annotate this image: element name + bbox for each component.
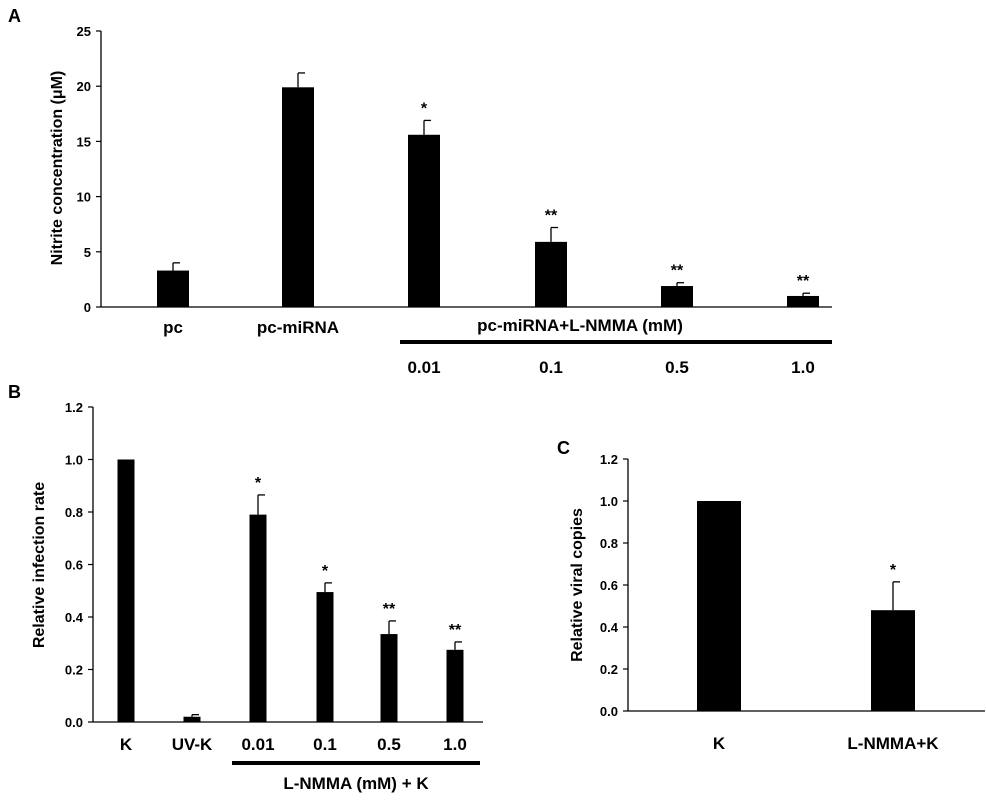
panel-b-y-tick-label: 0.4 [65, 610, 84, 625]
panel-a-bar [535, 241, 567, 307]
panel-b-y-tick-label: 0.8 [65, 505, 83, 520]
panel-a-group-label: pc-miRNA+L-NMMA (mM) [477, 316, 683, 335]
panel-a-group-bracket [400, 340, 832, 344]
panel-a-y-tick-label: 10 [77, 190, 91, 205]
panel-b-category-label: K [120, 735, 133, 754]
panel-b-category-label: 0.5 [377, 735, 401, 754]
panel-a-category-label: pc-miRNA [257, 318, 339, 337]
panel-a-letter: A [8, 6, 21, 26]
panel-b-letter: B [8, 382, 21, 402]
panel-a-significance-mark: ** [545, 208, 558, 225]
panel-c-y-axis-label: Relative viral copies [569, 508, 586, 662]
panel-a-category-label: 0.01 [407, 358, 440, 377]
panel-a-bar [408, 134, 440, 307]
panel-b-significance-mark: ** [449, 622, 462, 639]
panel-c-y-tick-label: 0.6 [600, 578, 618, 593]
panel-a-y-tick-label: 25 [77, 24, 91, 39]
panel-a-category-label: 0.1 [539, 358, 563, 377]
panel-c-bar [697, 501, 741, 711]
panel-b-category-label: UV-K [172, 735, 213, 754]
panel-c-significance-mark: * [890, 562, 897, 579]
panel-b-bar [316, 592, 334, 722]
panel-a-bar [282, 87, 314, 307]
panel-a-significance-mark: * [421, 100, 428, 117]
panel-b-bar [183, 716, 201, 722]
panel-a-significance-mark: ** [671, 263, 684, 280]
panel-b-significance-mark: * [255, 475, 262, 492]
panel-c-bar [871, 610, 915, 711]
panel-b-category-label: 0.1 [313, 735, 337, 754]
panel-b-bar [446, 649, 464, 722]
panel-a-y-tick-label: 20 [77, 79, 91, 94]
panel-b-y-axis-label: Relative infection rate [31, 482, 48, 648]
panel-b-y-tick-label: 0.0 [65, 715, 83, 730]
panel-a-category-label: 0.5 [665, 358, 689, 377]
panel-c-category-label: K [713, 734, 726, 753]
panel-a-category-label: pc [163, 318, 183, 337]
panel-b-bar [117, 459, 135, 722]
panel-b-y-tick-label: 1.2 [65, 400, 83, 415]
panel-b-bar [249, 514, 267, 722]
panel-a-y-tick-label: 15 [77, 134, 91, 149]
panel-c-y-tick-label: 1.2 [600, 452, 618, 467]
panel-b-group-bracket [232, 761, 480, 765]
panel-c-category-label: L-NMMA+K [847, 734, 939, 753]
panel-b-bar [380, 634, 398, 722]
panel-c-y-tick-label: 0.4 [600, 620, 619, 635]
panel-b-category-label: 1.0 [443, 735, 467, 754]
panel-b-group-label: L-NMMA (mM) + K [283, 774, 429, 793]
panel-a-bar [661, 286, 693, 307]
panel-c-chart: C Relative viral copies 0.0 0.2 0.4 0.6 0.8 1… [557, 438, 985, 753]
panel-b-chart: B Relative infection rate L-NMMA (mM) + … [8, 382, 483, 793]
panel-c-letter: C [557, 438, 570, 458]
panel-a-y-tick-label: 5 [84, 245, 91, 260]
panel-b-significance-mark: * [322, 563, 329, 580]
panel-a-y-axis-label: Nitrite concentration (μM) [49, 71, 66, 266]
panel-a-chart: A Nitrite concentration (μM) pc-miRNA+L-… [8, 6, 832, 377]
panel-a-significance-mark: ** [797, 273, 810, 290]
panel-a-bar [157, 270, 189, 307]
panel-b-category-label: 0.01 [241, 735, 274, 754]
panel-a-y-tick-label: 0 [84, 300, 91, 315]
panel-c-y-tick-label: 0.2 [600, 662, 618, 677]
panel-c-y-tick-label: 0.8 [600, 536, 618, 551]
panel-c-y-tick-label: 0.0 [600, 704, 618, 719]
panel-b-significance-mark: ** [383, 601, 396, 618]
panel-b-y-tick-label: 1.0 [65, 453, 83, 468]
panel-b-y-tick-label: 0.6 [65, 558, 83, 573]
panel-b-y-tick-label: 0.2 [65, 663, 83, 678]
panel-a-bar [787, 295, 819, 307]
panel-a-category-label: 1.0 [791, 358, 815, 377]
panel-c-y-tick-label: 1.0 [600, 494, 618, 509]
